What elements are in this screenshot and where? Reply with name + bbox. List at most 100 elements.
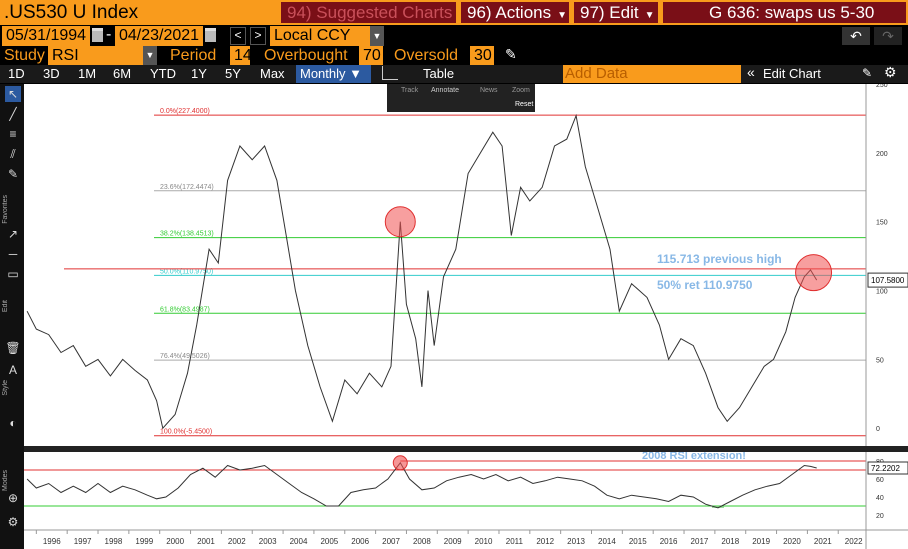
sidebar-tab-modes: Modes xyxy=(2,470,9,492)
undo-icon[interactable]: ↶ xyxy=(842,27,870,45)
calendar-icon[interactable] xyxy=(205,28,216,42)
last-price-tag xyxy=(867,272,908,288)
range-1d[interactable]: 1D xyxy=(8,66,25,81)
study-dropdown-icon[interactable]: ▼ xyxy=(143,46,157,65)
year-label: 2000 xyxy=(166,537,184,546)
chevron-down-icon: ▼ xyxy=(557,10,568,21)
year-label: 1998 xyxy=(105,537,123,546)
currency-label: Local CCY xyxy=(274,27,351,44)
oversold-label: Oversold xyxy=(394,47,459,64)
pane-divider xyxy=(24,446,908,452)
sidebar-tab-style: Style xyxy=(2,380,9,396)
range-ytd[interactable]: YTD xyxy=(150,66,176,81)
suggested-charts-button[interactable]: 94) Suggested Charts xyxy=(281,2,456,23)
chart-mode-popup: Track Annotate News Zoom Reset xyxy=(387,84,535,112)
overbought-input[interactable]: 70 xyxy=(359,46,383,65)
collapse-icon[interactable]: « xyxy=(747,64,755,80)
line-chart-icon[interactable] xyxy=(382,66,398,80)
add-data-input[interactable]: Add Data xyxy=(563,65,741,83)
study-label: Study xyxy=(4,47,45,64)
price-tick-label: 0 xyxy=(876,426,880,433)
range-6m[interactable]: 6M xyxy=(113,66,132,81)
left-toolbar xyxy=(0,84,24,549)
range-max[interactable]: Max xyxy=(260,66,285,81)
actions-button[interactable]: 96) Actions ▼ xyxy=(461,2,569,23)
rsi-tick-label: 40 xyxy=(876,495,884,502)
actions-label: 96) Actions xyxy=(467,3,552,22)
year-label: 2022 xyxy=(845,537,863,546)
range-3d[interactable]: 3D xyxy=(43,66,60,81)
pencil-icon[interactable]: ✎ xyxy=(505,46,517,62)
redo-icon[interactable]: ↷ xyxy=(874,27,902,45)
rsi-pane-bg xyxy=(24,452,866,530)
year-label: 2001 xyxy=(197,537,215,546)
year-label: 1999 xyxy=(135,537,153,546)
edit-label: 97) Edit xyxy=(580,3,639,22)
year-label: 2017 xyxy=(691,537,709,546)
last-rsi-label: 72.2202 xyxy=(871,464,900,473)
gear-icon[interactable]: ⚙ xyxy=(884,64,897,80)
channel-tool-icon[interactable]: ⫽ xyxy=(10,147,16,161)
year-label: 2014 xyxy=(598,537,616,546)
rect-tool-icon[interactable]: ▭ xyxy=(7,267,19,281)
brush-tool-icon[interactable]: ✎ xyxy=(7,167,19,181)
price-tick-label: 50 xyxy=(876,357,884,364)
rsi-oversold-fill xyxy=(711,506,724,508)
edit-button[interactable]: 97) Edit ▼ xyxy=(574,2,658,23)
chart-title: G 636: swaps us 5-30 xyxy=(663,2,906,23)
start-date[interactable]: 05/31/1994 xyxy=(2,26,90,46)
fib-label: 38.2%(138.4513) xyxy=(160,231,214,238)
price-tick-label: 250 xyxy=(876,84,888,89)
highlight-2008-peak xyxy=(384,206,416,238)
overbought-label: Overbought xyxy=(264,47,348,64)
currency-select[interactable]: Local CCY xyxy=(270,26,370,46)
fib-label: 76.4%(49.5026) xyxy=(160,353,210,360)
date-dash: - xyxy=(106,26,112,43)
edit-icon[interactable]: ✎ xyxy=(862,66,873,80)
delete-icon[interactable]: 🗑 xyxy=(5,341,21,355)
frequency-select[interactable]: Monthly ▼ xyxy=(296,65,371,83)
year-label: 2006 xyxy=(351,537,369,546)
annotate-mode[interactable]: Annotate xyxy=(431,87,460,94)
chart-area[interactable]: 0.0%(227.4000) 23.6%(172.4474) 38.2%(138.4… xyxy=(24,84,908,549)
text-tool-icon[interactable]: A xyxy=(8,363,17,377)
cursor-icon[interactable]: ↖ xyxy=(5,86,21,102)
line-tool-icon[interactable]: ╱ xyxy=(9,107,17,121)
end-date[interactable]: 04/23/2021 xyxy=(115,26,203,46)
zoom-mode[interactable]: Zoom xyxy=(512,87,530,94)
table-button[interactable]: Table xyxy=(423,66,455,81)
hline-tool-icon[interactable]: ─ xyxy=(8,247,18,261)
lock-icon[interactable]: ⊕ xyxy=(7,491,19,505)
fib-tool-icon[interactable]: ≡ xyxy=(9,127,17,141)
year-label: 2015 xyxy=(629,537,647,546)
rsi-tick-label: 60 xyxy=(876,477,884,484)
year-label: 2016 xyxy=(660,537,678,546)
range-5y[interactable]: 5Y xyxy=(225,66,241,81)
year-label: 2019 xyxy=(752,537,770,546)
edit-chart-button[interactable]: Edit Chart xyxy=(763,65,821,83)
price-tick-label: 100 xyxy=(876,289,888,296)
range-1m[interactable]: 1M xyxy=(78,66,97,81)
reset-button[interactable]: Reset xyxy=(515,101,534,108)
color-tool-icon[interactable]: ◐ xyxy=(9,416,17,430)
track-mode[interactable]: Track xyxy=(401,87,419,94)
prev-arrow-icon[interactable]: < xyxy=(230,27,246,45)
study-select[interactable]: RSI xyxy=(48,46,143,65)
year-label: 2003 xyxy=(259,537,277,546)
fib-label: 100.0%(-5.4500) xyxy=(160,429,212,436)
next-arrow-icon[interactable]: > xyxy=(250,27,266,45)
news-mode[interactable]: News xyxy=(480,87,498,94)
year-label: 2002 xyxy=(228,537,246,546)
oversold-input[interactable]: 30 xyxy=(470,46,494,65)
settings-icon[interactable]: ⚙ xyxy=(7,515,19,529)
year-label: 2010 xyxy=(475,537,493,546)
arrow-tool-icon[interactable]: ↗ xyxy=(7,227,19,241)
ticker-field[interactable]: .US530 U Index xyxy=(4,2,139,23)
year-label: 2020 xyxy=(783,537,801,546)
period-input[interactable]: 14 xyxy=(230,46,252,65)
calendar-icon[interactable] xyxy=(92,28,103,42)
year-label: 2021 xyxy=(814,537,832,546)
currency-dropdown-icon[interactable]: ▼ xyxy=(370,26,384,46)
fib-label: 61.8%(83.4987) xyxy=(160,306,210,313)
range-1y[interactable]: 1Y xyxy=(191,66,207,81)
